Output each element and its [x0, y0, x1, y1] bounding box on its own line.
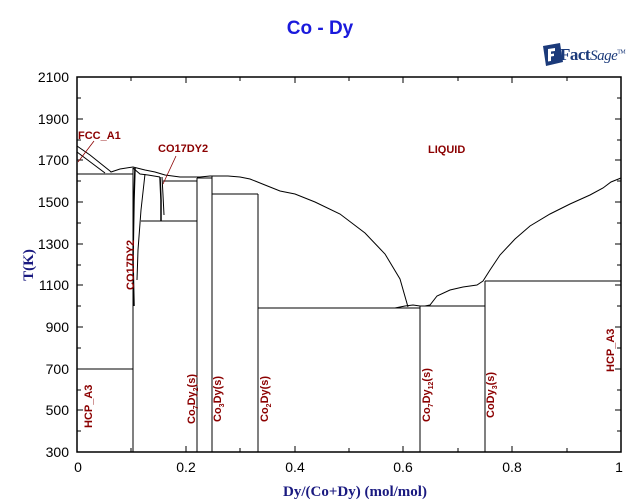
- co17dy2-liquidus: [132, 167, 161, 178]
- x-tick-0.8: 0.8: [502, 459, 522, 475]
- label-cody3: CoDy3(s): [485, 372, 499, 418]
- y-axis-title: T(K): [21, 249, 37, 281]
- x-tick-0.4: 0.4: [285, 459, 305, 475]
- x-tick-0: 0: [74, 459, 82, 475]
- label-hcp-right: HCP_A3: [605, 329, 617, 372]
- y-tick-labels: 2100 1900 1700 1500 1300 1100 900 700 50…: [38, 69, 69, 460]
- y-tick-300: 300: [46, 444, 70, 460]
- x-axis-title: Dy/(Co+Dy) (mol/mol): [283, 484, 427, 500]
- fcc-boundary: [76, 151, 106, 174]
- svg-text:CoDy3(s): CoDy3(s): [485, 372, 499, 418]
- x-tick-0.2: 0.2: [176, 459, 196, 475]
- fcc-leader: [77, 140, 95, 163]
- label-co7dy2: Co7Dy2(s): [186, 374, 200, 424]
- co17dy2-solvus: [132, 167, 136, 307]
- y-tick-1700: 1700: [38, 152, 69, 168]
- label-co17dy2-top: CO17DY2: [158, 143, 208, 155]
- factsage-logo-icon: [543, 43, 563, 66]
- logo-tm: TM: [617, 49, 626, 56]
- logo-fact: Fact: [560, 45, 591, 64]
- y-tick-1300: 1300: [38, 236, 69, 252]
- label-co17dy2-side: CO17DY2: [125, 240, 137, 290]
- x-ticks: [130, 77, 568, 452]
- label-liquid: LIQUID: [428, 144, 465, 156]
- y-tick-1900: 1900: [38, 111, 69, 127]
- y-tick-500: 500: [46, 402, 70, 418]
- liquidus-left: [76, 145, 409, 308]
- x-tick-labels: 0 0.2 0.4 0.6 0.8 1: [74, 459, 623, 475]
- phase-boundaries: [76, 145, 622, 452]
- factsage-logo-text: FactSageTM: [560, 45, 626, 65]
- label-co7dy12: Co7Dy12(s): [421, 368, 435, 422]
- label-hcp-left: HCP_A3: [83, 385, 95, 428]
- svg-text:Co2Dy(s): Co2Dy(s): [259, 376, 273, 422]
- x-tick-0.6: 0.6: [393, 459, 413, 475]
- y-tick-900: 900: [46, 319, 70, 335]
- co17dy2-right-solvus: [136, 173, 146, 281]
- co17dy2-leader: [162, 155, 177, 185]
- label-fcc-a1: FCC_A1: [78, 130, 121, 142]
- svg-text:Co3Dy(s): Co3Dy(s): [212, 376, 226, 422]
- logo-sage: Sage: [590, 48, 618, 64]
- y-tick-1500: 1500: [38, 194, 69, 210]
- svg-text:Co7Dy2(s): Co7Dy2(s): [186, 374, 200, 424]
- label-leaders: [77, 140, 177, 185]
- label-co2dy: Co2Dy(s): [259, 376, 273, 422]
- y-ticks: [77, 76, 621, 432]
- x-tick-1: 1: [615, 459, 623, 475]
- narrow-region-left: [159, 176, 162, 221]
- label-co3dy: Co3Dy(s): [212, 376, 226, 422]
- factsage-logo: FactSageTM: [540, 40, 640, 72]
- y-tick-2100: 2100: [38, 69, 69, 85]
- svg-text:Co7Dy12(s): Co7Dy12(s): [421, 368, 435, 422]
- y-tick-700: 700: [46, 361, 70, 377]
- y-tick-1100: 1100: [39, 277, 69, 293]
- liquidus-right: [394, 177, 622, 309]
- narrow-region-right: [161, 176, 165, 216]
- chart-title: Co - Dy: [286, 18, 354, 39]
- plot-frame: [76, 76, 622, 453]
